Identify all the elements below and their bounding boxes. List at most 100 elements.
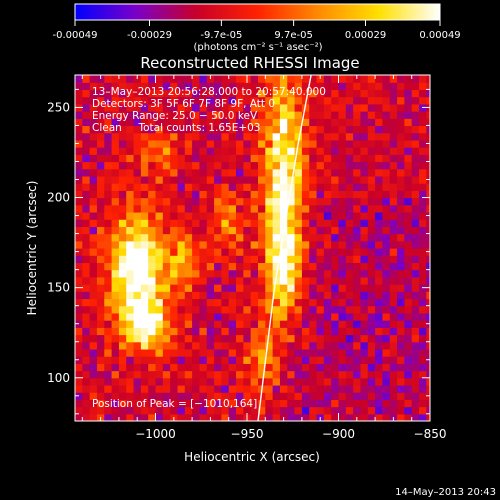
heatmap-cell xyxy=(360,334,369,343)
heatmap-cell xyxy=(411,291,420,300)
heatmap-cell xyxy=(389,255,398,264)
heatmap-cell xyxy=(177,356,186,364)
heatmap-cell xyxy=(82,125,91,134)
heatmap-cell xyxy=(133,103,142,112)
heatmap-cell xyxy=(162,111,171,119)
heatmap-cell xyxy=(331,262,340,271)
heatmap-cell xyxy=(214,248,222,256)
heatmap-cell xyxy=(360,312,369,321)
heatmap-cell xyxy=(345,356,354,364)
heatmap-cell xyxy=(177,370,186,379)
heatmap-cell xyxy=(331,111,340,119)
heatmap-cell xyxy=(411,341,420,350)
heatmap-cell xyxy=(221,284,230,292)
heatmap-cell xyxy=(353,363,362,372)
heatmap-cell xyxy=(301,377,310,386)
heatmap-cell xyxy=(287,75,296,83)
peak-position-label: Position of Peak = [−1010,164] xyxy=(92,398,257,410)
heatmap-cell xyxy=(243,211,252,220)
heatmap-cell xyxy=(162,226,171,235)
heatmap-cell xyxy=(214,276,222,285)
heatmap-cell xyxy=(118,226,127,235)
heatmap-cell xyxy=(104,211,113,220)
heatmap-cell xyxy=(214,82,222,91)
heatmap-cell xyxy=(265,103,274,112)
heatmap-cell xyxy=(301,175,310,184)
heatmap-cell xyxy=(89,103,98,112)
heatmap-cell xyxy=(360,406,369,415)
heatmap-cell xyxy=(155,226,164,235)
heatmap-cell xyxy=(140,269,149,278)
heatmap-cell xyxy=(111,413,120,421)
heatmap-cell xyxy=(272,125,281,134)
heatmap-cell xyxy=(294,132,303,141)
heatmap-cell xyxy=(382,204,391,213)
heatmap-cell xyxy=(82,132,91,141)
heatmap-cell xyxy=(75,269,83,278)
heatmap-cell xyxy=(126,298,135,307)
heatmap-cell xyxy=(257,370,266,379)
heatmap-cell xyxy=(140,125,149,134)
heatmap-cell xyxy=(279,125,288,134)
heatmap-cell xyxy=(287,168,296,177)
heatmap-cell xyxy=(382,334,391,343)
heatmap-cell xyxy=(111,82,120,91)
heatmap-cell xyxy=(301,334,310,343)
heatmap-cell xyxy=(323,139,332,148)
heatmap-cell xyxy=(272,284,281,292)
heatmap-cell xyxy=(360,399,369,408)
heatmap-cell xyxy=(111,269,120,278)
heatmap-cell xyxy=(192,168,201,177)
heatmap-cell xyxy=(419,147,427,155)
heatmap-cell xyxy=(367,327,376,336)
heatmap-cell xyxy=(367,269,376,278)
heatmap-cell xyxy=(353,276,362,285)
heatmap-cell xyxy=(199,125,208,134)
heatmap-cell xyxy=(367,356,376,364)
heatmap-cell xyxy=(221,211,230,220)
heatmap-cell xyxy=(367,175,376,184)
heatmap-cell xyxy=(236,305,244,314)
heatmap-cell xyxy=(89,255,98,264)
heatmap-cell xyxy=(426,348,430,357)
heatmap-cell xyxy=(331,75,340,83)
heatmap-cell xyxy=(331,312,340,321)
heatmap-cell xyxy=(89,204,98,213)
heatmap-cell xyxy=(126,197,135,206)
heatmap-cell xyxy=(301,240,310,249)
heatmap-cell xyxy=(382,132,391,141)
heatmap-cell xyxy=(345,139,354,148)
heatmap-cell xyxy=(397,334,405,343)
heatmap-cell xyxy=(294,334,303,343)
heatmap-cell xyxy=(353,118,362,127)
heatmap-cell xyxy=(397,139,405,148)
heatmap-cell xyxy=(111,384,120,393)
heatmap-cell xyxy=(140,226,149,235)
heatmap-cell xyxy=(411,305,420,314)
heatmap-cell xyxy=(199,118,208,127)
heatmap-cell xyxy=(294,284,303,292)
heatmap-cell xyxy=(89,139,98,148)
heatmap-cell xyxy=(316,363,325,372)
heatmap-cell xyxy=(257,154,266,163)
heatmap-cell xyxy=(206,276,215,285)
heatmap-cell xyxy=(170,291,179,300)
heatmap-cell xyxy=(148,190,157,199)
heatmap-cell xyxy=(419,276,427,285)
heatmap-cell xyxy=(133,96,142,105)
heatmap-cell xyxy=(397,96,405,105)
heatmap-cell xyxy=(309,406,318,415)
heatmap-cell xyxy=(214,377,222,386)
heatmap-cell xyxy=(118,377,127,386)
heatmap-cell xyxy=(243,377,252,386)
heatmap-cell xyxy=(177,139,186,148)
heatmap-cell xyxy=(170,312,179,321)
heatmap-cell xyxy=(104,75,113,83)
heatmap-cell xyxy=(301,327,310,336)
heatmap-cell xyxy=(279,370,288,379)
heatmap-cell xyxy=(243,82,252,91)
heatmap-cell xyxy=(184,399,193,408)
heatmap-cell xyxy=(257,305,266,314)
heatmap-cell xyxy=(426,276,430,285)
heatmap-cell xyxy=(199,168,208,177)
